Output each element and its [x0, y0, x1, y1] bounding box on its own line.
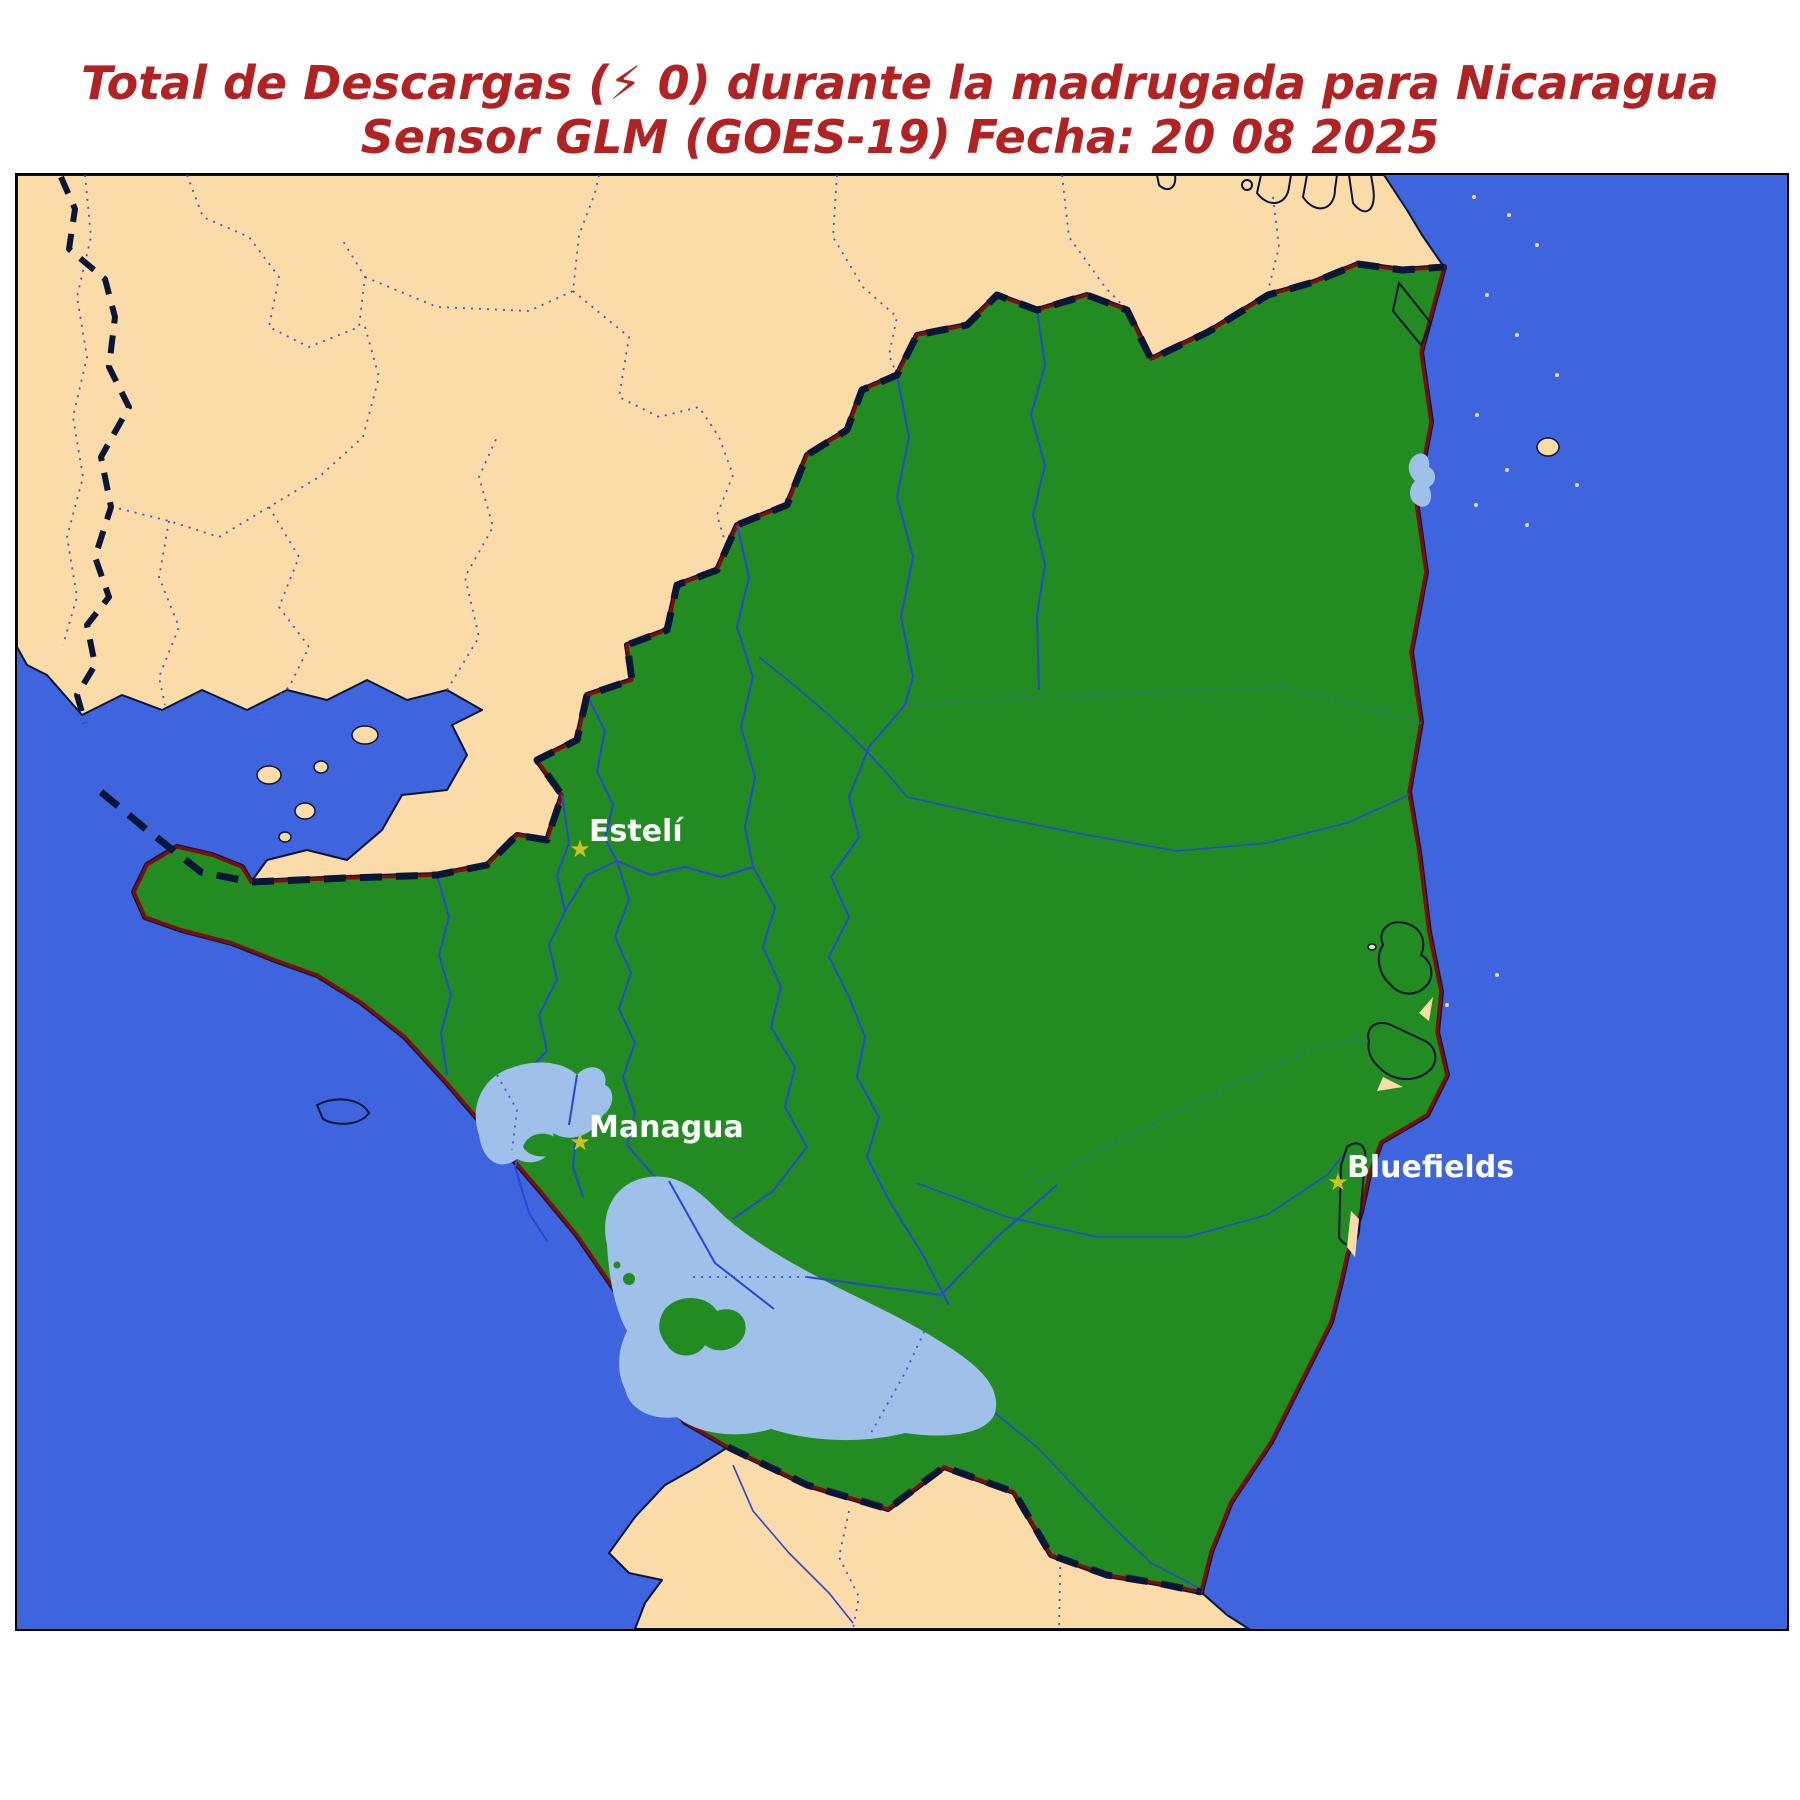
bluefields-star-icon: ★	[1327, 1168, 1349, 1196]
rivers	[758, 656, 1410, 1590]
karata-lagoon	[1408, 453, 1435, 507]
honduras-nicaragua-border	[98, 260, 1445, 886]
title-line-2: Sensor GLM (GOES-19) Fecha: 20 08 2025	[360, 110, 1440, 164]
el-salvador-border	[58, 175, 132, 724]
country-borders	[98, 260, 1445, 1596]
zapatera-island	[623, 1273, 635, 1285]
esteli-label: Estelí	[589, 814, 684, 849]
managua-star-icon: ★	[569, 1128, 591, 1156]
title-line-1: Total de Descargas (⚡ 0) durante la madr…	[81, 56, 1719, 110]
nicaragua-lightning-map: ★ Estelí ★ Managua ★ Bluefields	[16, 174, 1787, 1630]
bluefields-label: Bluefields	[1347, 1150, 1514, 1185]
nicaragua-admin-lines	[436, 309, 1422, 1306]
costa-rica-nicaragua-border	[726, 1443, 1202, 1596]
gulf-islands	[256, 725, 379, 843]
figure-title: Total de Descargas (⚡ 0) durante la madr…	[0, 56, 1800, 164]
lakes	[475, 453, 1435, 1441]
esteli-star-icon: ★	[569, 835, 591, 863]
ometepe-island	[659, 1297, 746, 1356]
honduras-admin-lines	[62, 174, 1280, 716]
caribbean-islands	[1367, 195, 1579, 1007]
chiltepe-peninsula	[523, 1133, 560, 1157]
cape-sandbar	[1391, 280, 1433, 347]
map-canvas: ★ Estelí ★ Managua ★ Bluefields	[15, 173, 1789, 1631]
coastal-lagoons	[315, 921, 1437, 1257]
cities: ★ Estelí ★ Managua ★ Bluefields	[569, 814, 1514, 1196]
lake-managua	[475, 1062, 613, 1165]
managua-label: Managua	[589, 1110, 744, 1145]
honduras-coastal-lagoons	[1155, 174, 1375, 213]
